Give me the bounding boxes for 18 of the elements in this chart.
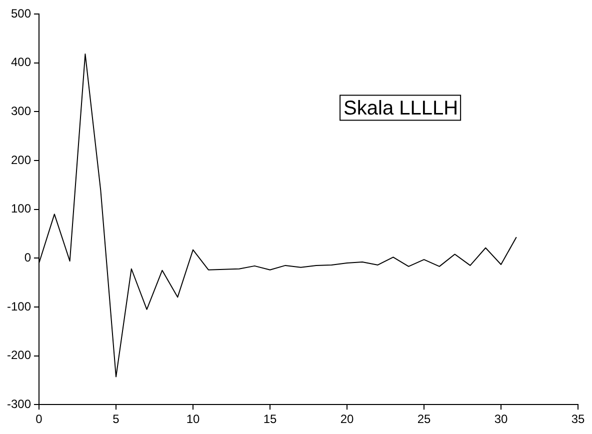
x-tick-label: 35 xyxy=(571,412,585,426)
x-tick-label: 10 xyxy=(186,412,200,426)
y-tick-label: 200 xyxy=(10,152,32,167)
y-tick-label: 300 xyxy=(10,104,32,118)
x-tick-label: 25 xyxy=(417,412,431,426)
x-tick-label: 20 xyxy=(340,412,354,426)
y-tick-label: -300 xyxy=(6,396,32,411)
x-tick-label: 30 xyxy=(494,412,508,426)
x-tick-label: 0 xyxy=(36,412,43,426)
x-tick-label: 15 xyxy=(263,412,278,426)
x-tick-label: 5 xyxy=(112,412,120,426)
y-tick-label: 500 xyxy=(10,6,32,20)
y-tick-label: 400 xyxy=(10,55,32,70)
annotation: Skala LLLLH xyxy=(344,97,458,120)
y-tick-label: 100 xyxy=(10,202,32,216)
y-tick-label: 0 xyxy=(24,250,32,264)
y-tick-label: -100 xyxy=(6,299,32,314)
y-tick-label: -200 xyxy=(6,348,32,362)
